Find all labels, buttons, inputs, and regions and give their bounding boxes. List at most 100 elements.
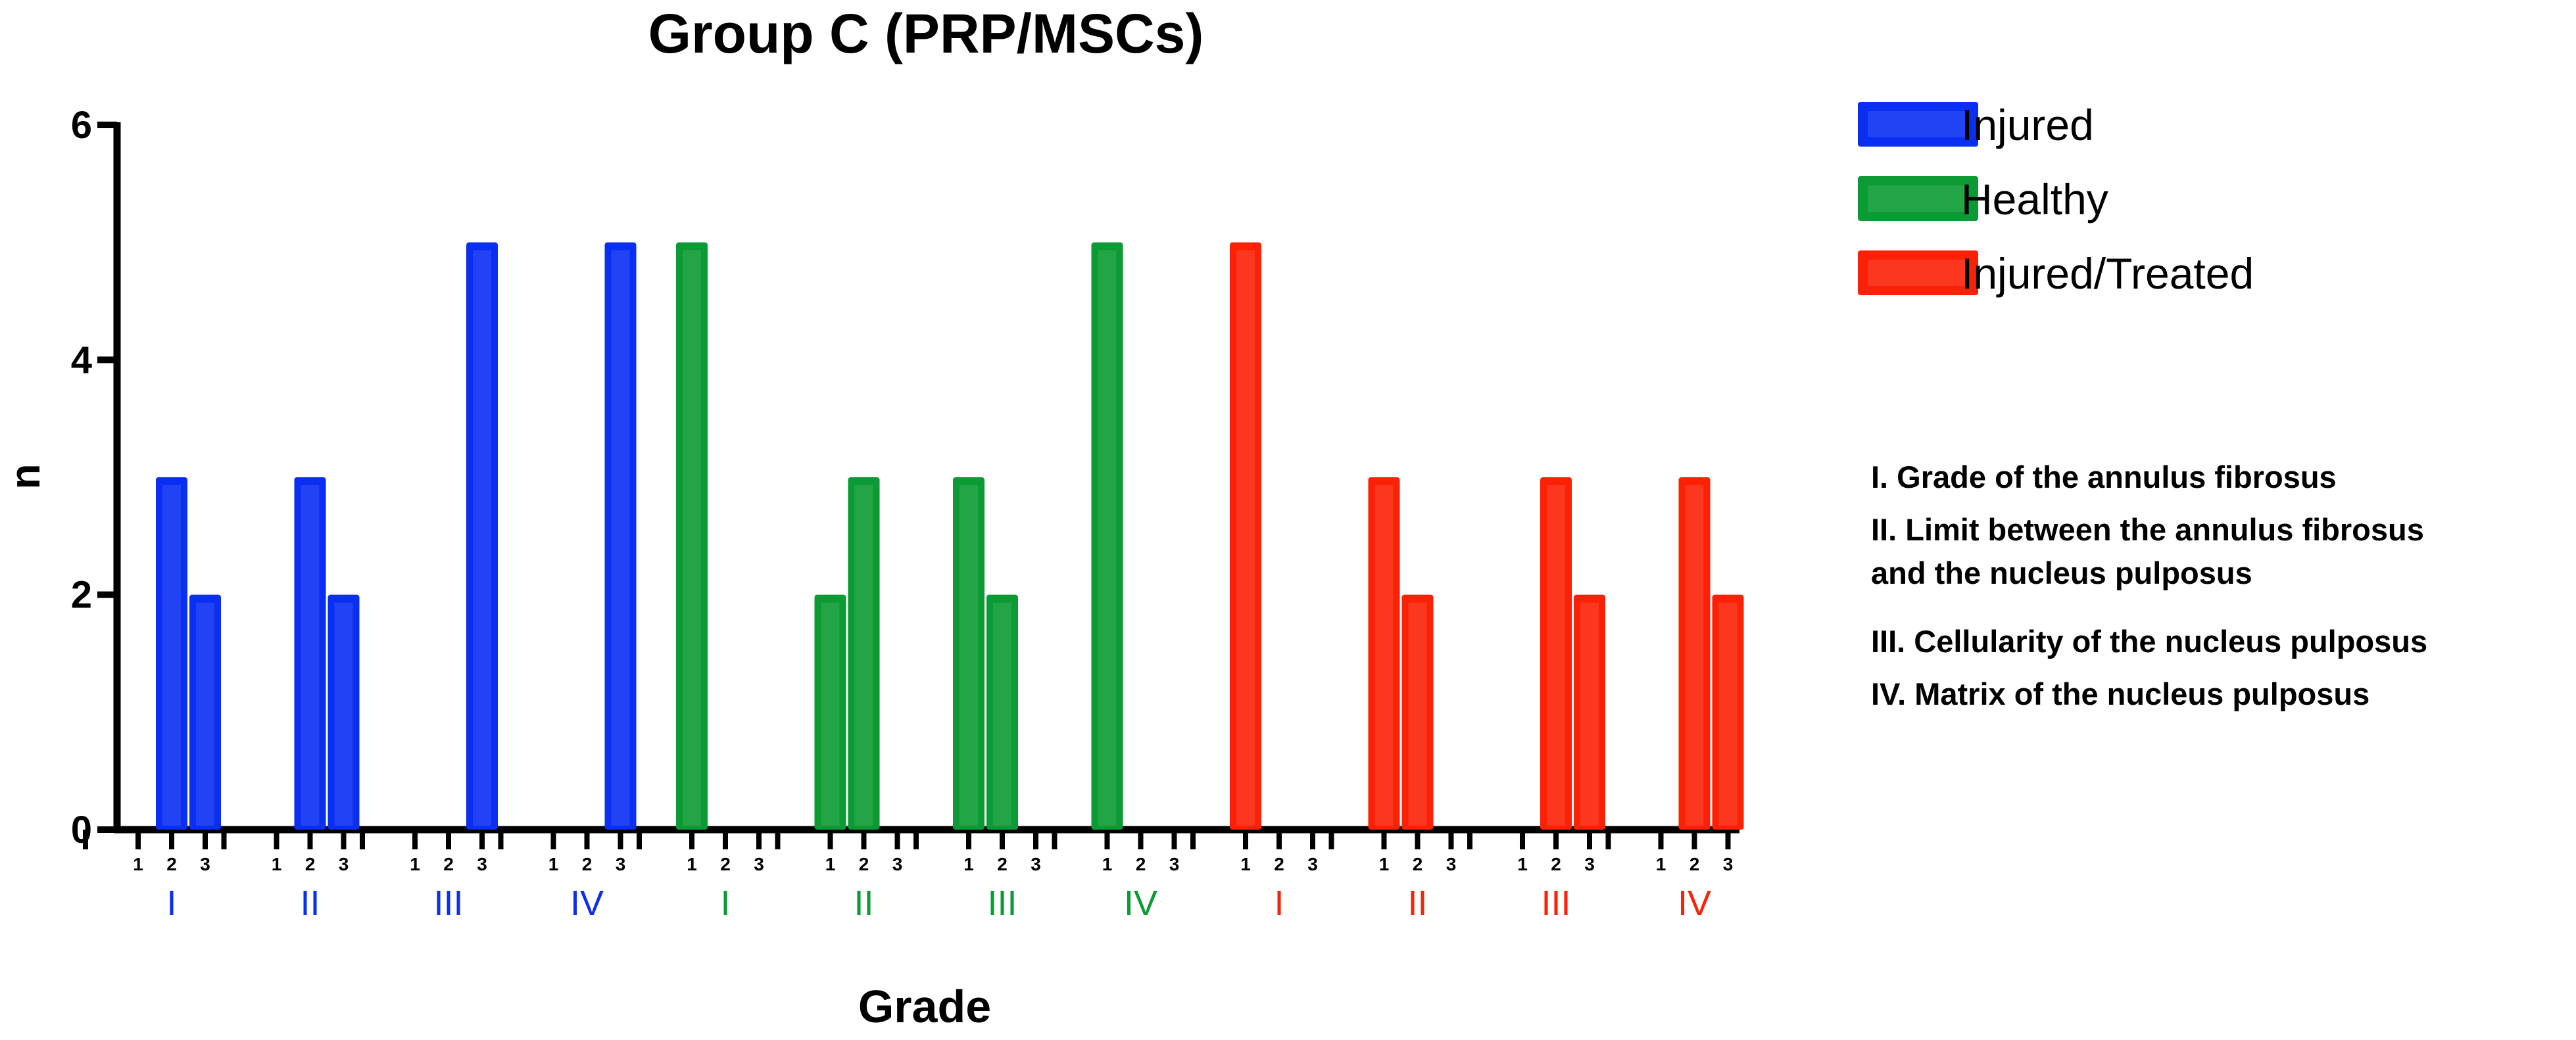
annotation-note: II. Limit between the annulus fibrosus [1871, 512, 2424, 547]
bar [1574, 594, 1605, 830]
bar [1230, 242, 1261, 830]
x-sub-tick-label: 1 [1517, 854, 1528, 874]
chart-title: Group C (PRP/MSCs) [648, 3, 1204, 64]
x-sub-tick-label: 2 [1274, 854, 1284, 874]
x-sub-tick-label: 1 [548, 854, 559, 874]
legend-label: Injured/Treated [1961, 249, 2254, 298]
x-sub-tick-label: 1 [687, 854, 697, 874]
x-sub-tick-label: 1 [133, 854, 143, 874]
bar-highlight [1685, 485, 1704, 826]
bars [156, 242, 1744, 830]
bar [1540, 477, 1572, 830]
annotation-note: I. Grade of the annulus fibrosus [1871, 460, 2337, 494]
bar-highlight [611, 250, 630, 826]
x-sub-tick-label: 3 [1031, 854, 1041, 874]
legend-swatch [1858, 102, 1978, 147]
x-sub-tick-label: 3 [616, 854, 626, 874]
x-sub-tick-label: 2 [1551, 854, 1561, 874]
legend-swatch [1858, 250, 1978, 295]
bar-highlight [683, 250, 701, 826]
annotation-note: IV. Matrix of the nucleus pulposus [1871, 676, 2369, 711]
x-sub-tick-label: 2 [582, 854, 593, 874]
bar-highlight [1236, 250, 1255, 826]
y-tick-label: 4 [71, 339, 92, 381]
x-sub-tick-label: 1 [1102, 854, 1113, 874]
grade-label: IV [570, 884, 604, 923]
legend-label: Injured [1961, 101, 2094, 149]
x-sub-tick-label: 2 [166, 854, 177, 874]
grade-label: IV [1678, 884, 1711, 923]
bar-highlight [473, 250, 491, 826]
grade-label: II [300, 884, 320, 923]
x-sub-tick-label: 3 [1584, 854, 1595, 874]
annotation-note: III. Cellularity of the nucleus pulposus [1871, 624, 2427, 659]
grade-label: II [854, 884, 873, 923]
bar [1678, 477, 1711, 830]
annotation-notes: I. Grade of the annulus fibrosus II. Limi… [1871, 460, 2427, 711]
x-sub-tick-label: 3 [754, 854, 764, 874]
y-tick-label: 6 [71, 104, 92, 147]
bar [814, 594, 846, 830]
y-axis-ticks: 0 2 4 6 [71, 104, 117, 851]
bar-highlight [1408, 602, 1427, 826]
x-sub-tick-label: 2 [1136, 854, 1146, 874]
x-sub-tick-label: 3 [1307, 854, 1318, 874]
grade-label: II [1407, 884, 1427, 923]
annotation-note: and the nucleus pulposus [1871, 555, 2252, 590]
grade-label: III [1541, 884, 1570, 923]
x-sub-tick-label: 2 [997, 854, 1008, 874]
x-sub-tick-label: 2 [720, 854, 731, 874]
bar-highlight [162, 485, 181, 826]
bar [156, 477, 187, 830]
bar [1368, 477, 1400, 830]
x-sub-tick-label: 2 [1689, 854, 1700, 874]
grade-label: I [166, 884, 176, 923]
bar-highlight [301, 485, 320, 826]
bar-highlight [1547, 485, 1565, 826]
legend: Injured Healthy Injured/Treated [1858, 101, 2254, 298]
bar-highlight [1580, 602, 1599, 826]
bar [604, 242, 637, 830]
y-tick-label: 0 [71, 809, 92, 851]
bar [1401, 594, 1434, 830]
x-sub-tick-label: 3 [1446, 854, 1457, 874]
y-tick-label: 2 [71, 574, 92, 617]
y-axis-label: n [1, 463, 49, 489]
bar [848, 477, 880, 830]
bar-highlight [821, 602, 840, 826]
legend-label: Healthy [1961, 175, 2108, 224]
bar [1091, 242, 1123, 830]
x-axis-label: Grade [858, 981, 991, 1032]
bar [676, 242, 708, 830]
grade-label: III [987, 884, 1017, 923]
bar-highlight [854, 485, 873, 826]
legend-swatch-highlight [1868, 111, 1968, 137]
x-sub-tick-label: 3 [1723, 854, 1734, 874]
bar-highlight [334, 602, 353, 826]
grade-label: IV [1124, 884, 1157, 923]
x-sub-tick-label: 1 [410, 854, 420, 874]
bar [294, 477, 326, 830]
x-sub-tick-label: 3 [200, 854, 210, 874]
bar [189, 594, 221, 830]
bar-highlight [1098, 250, 1117, 826]
bar [328, 594, 360, 830]
legend-swatch [1858, 176, 1978, 221]
bar [1712, 594, 1744, 830]
x-sub-tick-label: 3 [339, 854, 349, 874]
x-sub-tick-label: 2 [443, 854, 454, 874]
bar-highlight [1374, 485, 1394, 826]
x-sub-tick-label: 1 [1656, 854, 1666, 874]
grade-label: I [720, 884, 730, 923]
x-sub-tick-label: 3 [1169, 854, 1180, 874]
x-sub-tick-label: 2 [1413, 854, 1423, 874]
x-sub-tick-label: 1 [1240, 854, 1251, 874]
bar-highlight [1718, 602, 1738, 826]
x-sub-tick-label: 3 [477, 854, 487, 874]
x-sub-tick-label: 1 [1379, 854, 1390, 874]
grade-label: III [433, 884, 463, 923]
x-sub-tick-label: 2 [305, 854, 316, 874]
legend-swatch-highlight [1868, 260, 1968, 286]
bar [953, 477, 984, 830]
